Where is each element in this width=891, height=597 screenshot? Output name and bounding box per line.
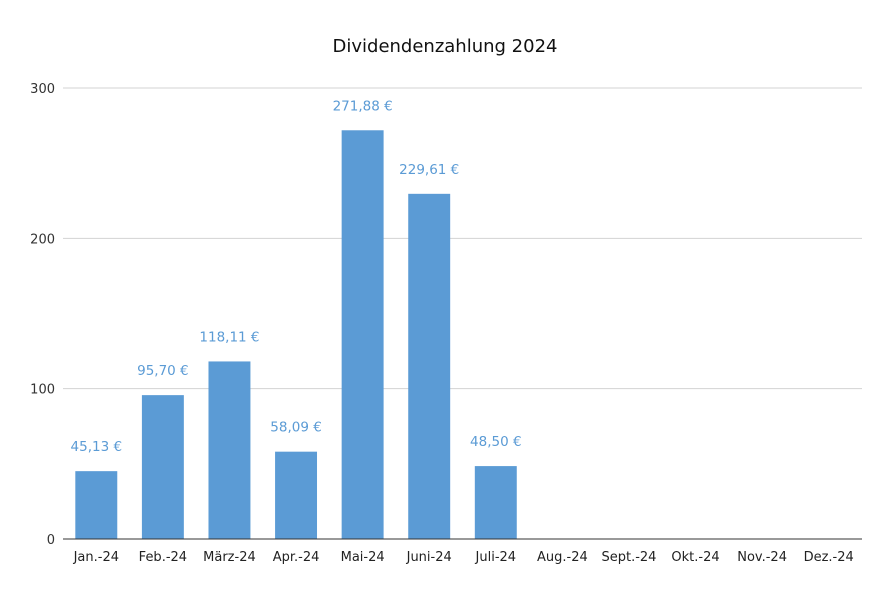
x-tick-label: Dez.-24	[804, 550, 854, 565]
bar	[141, 395, 184, 539]
data-label: 45,13 €	[71, 439, 123, 455]
bar	[275, 451, 318, 539]
data-label: 118,11 €	[199, 329, 259, 345]
data-labels: 45,13 € 95,70 € 118,11 € 58,09 € 271,88 € 229…	[71, 98, 522, 455]
x-tick-label: Okt.-24	[671, 550, 719, 565]
x-tick-label: Sept.-24	[601, 550, 656, 565]
x-tick-label: Nov.-24	[737, 550, 787, 565]
data-label: 271,88 €	[333, 98, 393, 114]
x-tick-label: Jan.-24	[73, 550, 119, 565]
bar	[408, 193, 451, 539]
data-label: 95,70 €	[137, 363, 189, 379]
x-tick-label: Mai-24	[341, 550, 385, 565]
y-tick-label: 100	[30, 383, 55, 398]
x-axis-ticks: Jan.-24 Feb.-24 März-24 Apr.-24 Mai-24 Juni-2…	[73, 550, 854, 565]
x-tick-label: Juli-24	[475, 550, 517, 565]
x-tick-label: Apr.-24	[273, 550, 320, 565]
y-tick-label: 200	[30, 232, 55, 247]
bar	[474, 466, 517, 539]
x-tick-label: Aug.-24	[537, 550, 588, 565]
data-label: 229,61 €	[399, 162, 459, 178]
bar	[75, 471, 118, 539]
bar	[341, 130, 384, 539]
y-tick-label: 0	[47, 533, 55, 548]
gridlines	[63, 87, 862, 390]
y-axis-ticks: 0 100 200 300	[30, 82, 55, 548]
bars	[75, 130, 517, 539]
y-tick-label: 300	[30, 82, 55, 97]
chart-title: Dividendenzahlung 2024	[333, 36, 558, 57]
x-tick-label: März-24	[203, 550, 256, 565]
x-tick-label: Juni-24	[406, 550, 452, 565]
x-tick-label: Feb.-24	[139, 550, 187, 565]
data-label: 58,09 €	[270, 420, 322, 436]
bar	[208, 361, 251, 539]
data-label: 48,50 €	[470, 434, 522, 450]
